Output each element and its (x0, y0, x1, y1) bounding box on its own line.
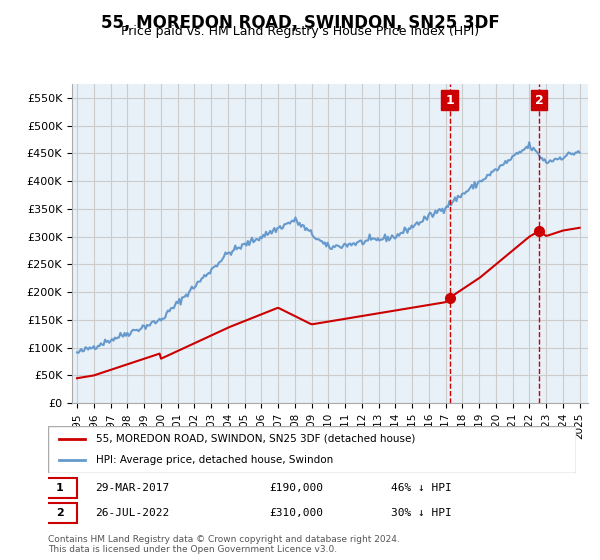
Text: 29-MAR-2017: 29-MAR-2017 (95, 483, 170, 493)
Text: 2: 2 (56, 508, 64, 519)
Text: 55, MOREDON ROAD, SWINDON, SN25 3DF (detached house): 55, MOREDON ROAD, SWINDON, SN25 3DF (det… (95, 434, 415, 444)
Text: 1: 1 (56, 483, 64, 493)
Text: 55, MOREDON ROAD, SWINDON, SN25 3DF: 55, MOREDON ROAD, SWINDON, SN25 3DF (101, 14, 499, 32)
Text: HPI: Average price, detached house, Swindon: HPI: Average price, detached house, Swin… (95, 455, 333, 465)
Text: £190,000: £190,000 (270, 483, 324, 493)
FancyBboxPatch shape (48, 426, 576, 473)
FancyBboxPatch shape (43, 503, 77, 524)
Text: 2: 2 (535, 94, 543, 106)
Text: £310,000: £310,000 (270, 508, 324, 519)
Text: Contains HM Land Registry data © Crown copyright and database right 2024.
This d: Contains HM Land Registry data © Crown c… (48, 535, 400, 554)
Text: 1: 1 (445, 94, 454, 106)
Text: 26-JUL-2022: 26-JUL-2022 (95, 508, 170, 519)
Text: 46% ↓ HPI: 46% ↓ HPI (391, 483, 452, 493)
Text: Price paid vs. HM Land Registry's House Price Index (HPI): Price paid vs. HM Land Registry's House … (121, 25, 479, 38)
Text: 30% ↓ HPI: 30% ↓ HPI (391, 508, 452, 519)
FancyBboxPatch shape (43, 478, 77, 498)
